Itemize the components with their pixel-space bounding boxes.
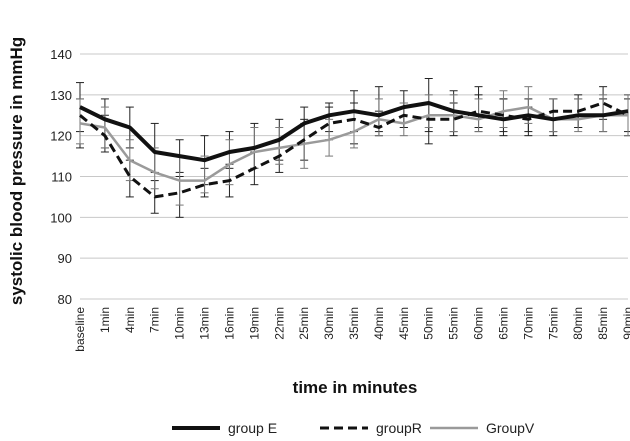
series-line-1 (79, 101, 629, 163)
y-tick-labels: 80 90 100 110 120 130 140 (50, 47, 72, 307)
y-tick-label: 80 (58, 292, 72, 307)
x-tick-label: 25min (297, 307, 311, 340)
x-tick-label: 10min (173, 307, 187, 340)
series-line-3 (79, 105, 628, 182)
x-tick-label: 75min (546, 307, 560, 340)
x-tick-label: 19min (247, 307, 261, 340)
x-tick-label: 40min (372, 307, 386, 340)
x-tick-label: 85min (596, 307, 610, 340)
y-tick-label: 110 (51, 170, 72, 185)
legend-label-1: group E (228, 420, 277, 436)
x-tick-label: 1min (98, 307, 112, 333)
x-tick-label: 60min (472, 307, 486, 340)
y-tick-label: 100 (50, 210, 72, 225)
series-lines (79, 101, 629, 199)
y-tick-label: 140 (50, 47, 72, 62)
x-axis-title: time in minutes (293, 378, 418, 397)
y-tick-label: 120 (50, 129, 72, 144)
y-axis-title: systolic blood pressure in mmHg (7, 37, 26, 305)
legend-label-3: GroupV (486, 420, 535, 436)
x-tick-label: 55min (447, 307, 461, 340)
x-tick-label: 13min (198, 307, 212, 340)
x-tick-label: 7min (148, 307, 162, 333)
y-tick-label: 90 (58, 251, 72, 266)
x-tick-label: 80min (571, 307, 585, 340)
x-tick-label: 16min (222, 307, 236, 340)
x-tick-label: 70min (521, 307, 535, 340)
legend-label-2: groupR (376, 420, 422, 436)
y-tick-label: 130 (50, 88, 72, 103)
x-tick-labels: baseline 1min 4min 7min 10min 13min 16min 19min… (73, 307, 630, 352)
x-tick-label: 90min (621, 307, 630, 340)
x-tick-label: 45min (397, 307, 411, 340)
x-tick-label: 35min (347, 307, 361, 340)
x-tick-label: 65min (496, 307, 510, 340)
x-tick-label: 4min (123, 307, 137, 333)
x-tick-label: 50min (422, 307, 436, 340)
x-tick-label: 22min (272, 307, 286, 340)
legend: group E groupR GroupV (172, 420, 535, 436)
x-tick-label: baseline (73, 307, 87, 352)
x-tick-label: 30min (322, 307, 336, 340)
